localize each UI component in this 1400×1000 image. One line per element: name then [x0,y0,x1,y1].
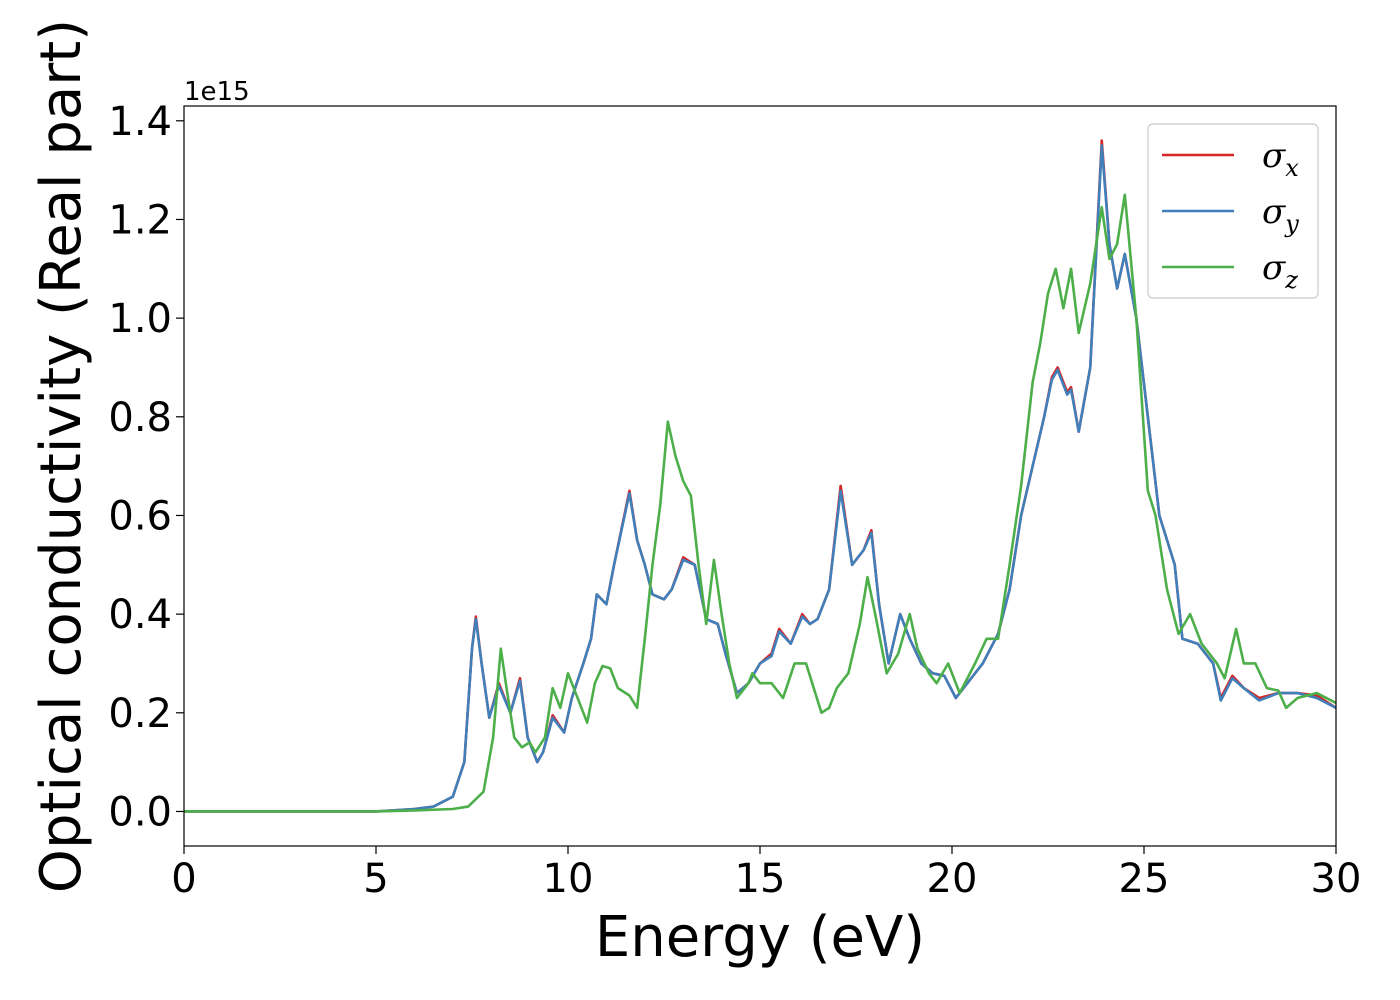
x-tick-label: 20 [927,856,978,902]
y-tick-label: 0.8 [108,395,172,441]
legend-label-z: σz [1262,248,1298,294]
y-tick-label: 0.0 [108,789,172,835]
legend-label-y: σy [1262,192,1299,238]
y-tick-label: 0.4 [108,592,172,638]
y-axis-label: Optical conductivity (Real part) [29,19,94,893]
series-line-z [184,193,1336,813]
x-tick-label: 0 [171,856,196,902]
y-tick-label: 1.4 [108,99,172,145]
y-axis-ticks: 0.0 0.2 0.4 0.6 0.8 1.0 1.2 1.4 [108,99,184,835]
x-axis-ticks: 0 5 10 15 20 25 30 [171,846,1361,902]
x-tick-label: 5 [363,856,388,902]
x-tick-label: 25 [1119,856,1170,902]
y-axis-offset-text: 1e15 [184,77,250,107]
y-tick-label: 1.2 [108,197,172,243]
x-tick-label: 30 [1311,856,1362,902]
x-tick-label: 10 [543,856,594,902]
series-layer [184,139,1336,813]
y-tick-label: 0.2 [108,691,172,737]
y-tick-label: 1.0 [108,296,172,342]
legend-label-x: σx [1262,136,1299,182]
y-tick-label: 0.6 [108,493,172,539]
x-axis-label: Energy (eV) [595,905,925,970]
legend: σx σy σz [1147,123,1319,299]
x-tick-label: 15 [735,856,786,902]
